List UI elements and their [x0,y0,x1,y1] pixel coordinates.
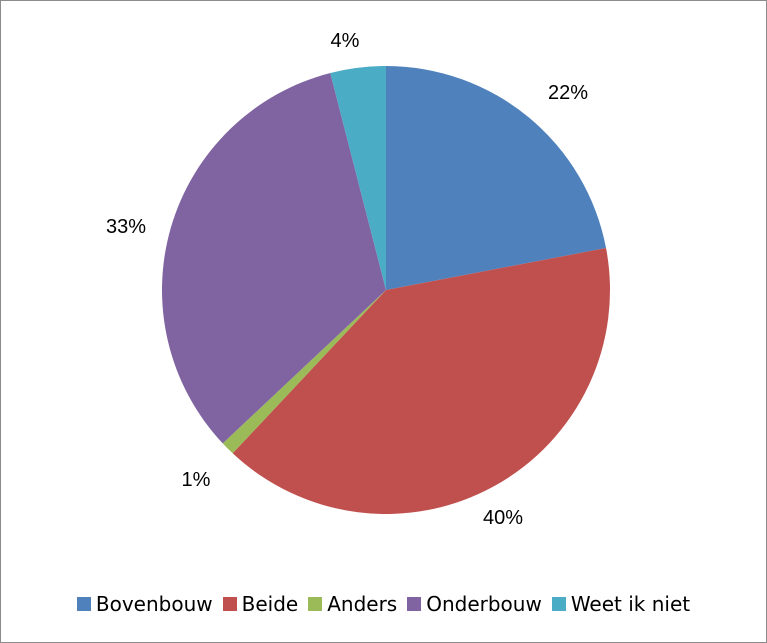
legend-item-onderbouw: Onderbouw [407,592,542,616]
legend-swatch-weet-ik-niet [552,597,566,611]
legend-item-bovenbouw: Bovenbouw [77,592,213,616]
legend-label-onderbouw: Onderbouw [426,592,542,616]
legend-swatch-beide [223,597,237,611]
data-label-beide: 40% [483,507,523,529]
legend-swatch-anders [308,597,322,611]
legend-label-bovenbouw: Bovenbouw [96,592,213,616]
data-label-onderbouw: 33% [106,216,146,238]
legend-label-weet-ik-niet: Weet ik niet [571,592,690,616]
legend-swatch-bovenbouw [77,597,91,611]
legend-item-beide: Beide [223,592,299,616]
data-label-anders: 1% [182,469,211,491]
data-label-weet-ik-niet: 4% [331,30,360,52]
legend-item-anders: Anders [308,592,397,616]
legend-label-beide: Beide [242,592,299,616]
legend: Bovenbouw Beide Anders Onderbouw Weet ik… [0,592,767,616]
legend-swatch-onderbouw [407,597,421,611]
legend-label-anders: Anders [327,592,397,616]
data-label-bovenbouw: 22% [548,82,588,104]
legend-item-weet-ik-niet: Weet ik niet [552,592,690,616]
